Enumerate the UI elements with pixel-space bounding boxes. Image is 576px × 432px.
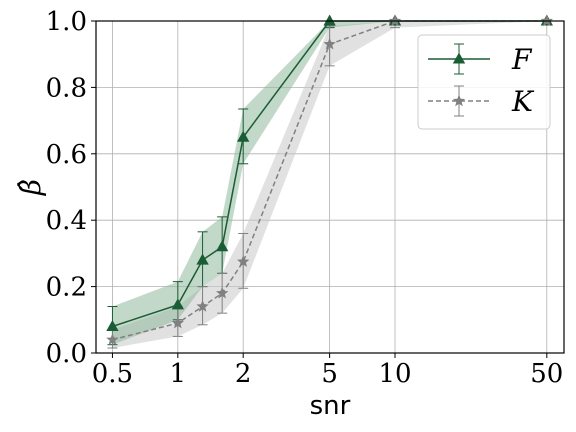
point-K bbox=[540, 14, 553, 27]
y-tick-label: 0.6 bbox=[46, 140, 87, 170]
line-K bbox=[112, 20, 547, 341]
point-K bbox=[237, 255, 250, 267]
y-tick-label: 0.8 bbox=[46, 73, 87, 103]
y-axis-label: β̂ bbox=[14, 179, 47, 196]
legend-label-F: F bbox=[511, 43, 533, 76]
point-F bbox=[171, 298, 184, 310]
ticks: 0.5 1 2 5 10 50 0.0 0.2 0.4 0.6 0.8 1.0 bbox=[46, 7, 564, 389]
point-K bbox=[323, 37, 336, 50]
y-tick-label: 0.0 bbox=[46, 339, 87, 369]
x-tick-label: 5 bbox=[321, 359, 338, 389]
x-tick-label: 0.5 bbox=[92, 359, 133, 389]
point-K bbox=[196, 300, 209, 312]
point-K bbox=[106, 333, 119, 345]
point-F bbox=[323, 14, 336, 26]
x-tick-label: 10 bbox=[378, 359, 411, 389]
y-tick-label: 1.0 bbox=[46, 7, 87, 37]
point-F bbox=[215, 240, 229, 252]
point-K bbox=[171, 316, 184, 329]
legend-marker-K bbox=[452, 94, 466, 107]
legend-label-K: K bbox=[511, 85, 535, 118]
point-F bbox=[196, 253, 209, 265]
x-tick-label: 50 bbox=[530, 359, 563, 389]
y-tick-label: 0.2 bbox=[46, 273, 87, 303]
legend-marker-F bbox=[452, 52, 466, 64]
legend: FK bbox=[417, 34, 551, 130]
point-K bbox=[388, 14, 402, 27]
confidence-bands bbox=[112, 21, 547, 349]
x-tick-label: 1 bbox=[170, 359, 187, 389]
point-K bbox=[215, 286, 229, 299]
x-axis-label: snr bbox=[310, 391, 351, 421]
point-F bbox=[237, 130, 250, 142]
y-tick-label: 0.4 bbox=[46, 206, 87, 236]
band-F bbox=[112, 21, 547, 345]
x-tick-label: 2 bbox=[235, 359, 252, 389]
series-markers bbox=[106, 14, 553, 345]
point-F bbox=[106, 319, 119, 331]
